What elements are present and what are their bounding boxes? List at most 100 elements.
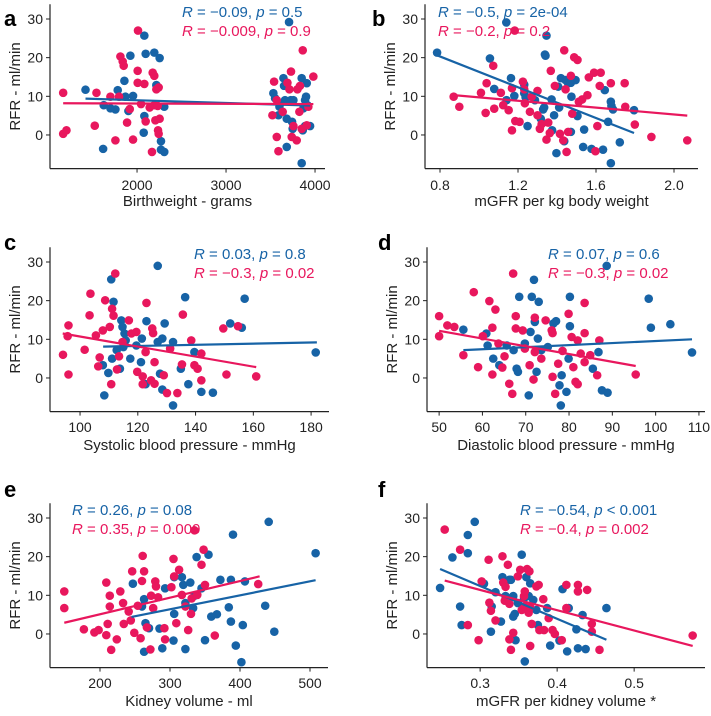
x-axis-label: Kidney volume - ml — [125, 693, 253, 710]
data-point-pink — [101, 578, 111, 587]
data-point-pink — [620, 78, 629, 88]
data-point-blue — [615, 138, 625, 147]
data-point-blue — [158, 334, 167, 343]
data-point-blue — [302, 78, 312, 88]
data-point-pink — [59, 603, 69, 613]
data-point-pink — [112, 365, 122, 374]
data-point-pink — [486, 606, 496, 616]
data-point-pink — [587, 619, 597, 629]
data-point-pink — [498, 363, 507, 372]
data-point-blue — [297, 158, 306, 168]
y-axis-label: RFR - ml/min — [384, 285, 401, 373]
data-point-blue — [226, 617, 236, 626]
data-point-pink — [513, 572, 523, 581]
data-point-pink — [155, 114, 164, 124]
y-tick-label: 0 — [35, 127, 43, 143]
data-point-blue — [160, 319, 169, 328]
stat-p-text: = 0.02 — [622, 265, 668, 282]
data-point-blue — [502, 18, 511, 27]
data-point-pink — [295, 81, 305, 91]
x-tick-label: 120 — [126, 419, 150, 435]
x-tick-label: 4000 — [299, 177, 330, 193]
data-point-pink — [98, 326, 108, 335]
data-point-blue — [644, 294, 654, 304]
stat-p-text: = 2e-04 — [512, 4, 567, 21]
data-point-pink — [488, 61, 498, 71]
data-point-pink — [562, 147, 571, 157]
regression-line-pink — [62, 332, 257, 369]
x-tick-label: 0.5 — [624, 675, 644, 691]
data-point-pink — [95, 353, 104, 362]
x-tick-label: 100 — [68, 419, 92, 435]
data-point-blue — [510, 609, 520, 619]
data-point-pink — [233, 321, 243, 331]
data-point-pink — [505, 635, 514, 644]
data-point-pink — [160, 623, 169, 633]
data-point-blue — [646, 323, 656, 333]
data-point-pink — [162, 388, 172, 398]
data-point-blue — [212, 609, 222, 619]
data-point-blue — [488, 354, 498, 363]
data-point-blue — [573, 643, 583, 653]
data-point-blue — [120, 76, 129, 86]
data-point-blue — [463, 530, 473, 540]
stat-p-text: = 0.08 — [146, 502, 192, 519]
data-point-pink — [485, 296, 494, 306]
x-axis-label: Systolic blood pressure - mmHg — [83, 437, 296, 454]
data-point-pink — [177, 360, 187, 369]
data-point-blue — [180, 292, 190, 302]
data-point-pink — [278, 107, 288, 117]
data-point-pink — [488, 370, 497, 379]
y-tick-label: 20 — [402, 50, 418, 66]
data-point-pink — [463, 620, 473, 630]
data-point-blue — [118, 322, 127, 332]
data-point-pink — [132, 327, 141, 337]
data-point-pink — [548, 372, 557, 382]
data-point-pink — [148, 603, 158, 613]
stat-r-text: = 0.03, — [205, 246, 260, 263]
data-point-pink — [541, 316, 550, 325]
data-point-blue — [581, 644, 590, 654]
data-point-pink — [566, 71, 576, 81]
stat-r: R — [72, 502, 83, 519]
data-point-pink — [150, 71, 159, 81]
regression-line-blue — [439, 568, 607, 641]
data-point-pink — [498, 100, 508, 110]
data-point-pink — [546, 66, 556, 76]
x-tick-label: 1.6 — [586, 177, 606, 193]
data-point-pink — [114, 352, 124, 361]
data-point-blue — [142, 316, 151, 326]
data-point-pink — [101, 630, 111, 640]
panel-label: d — [378, 230, 391, 255]
data-point-blue — [104, 368, 113, 378]
data-point-blue — [200, 635, 210, 645]
correlation-stat-pink: R = −0.3, p = 0.02 — [548, 265, 669, 282]
y-tick-label: 0 — [35, 370, 43, 386]
y-tick-label: 10 — [27, 587, 43, 603]
correlation-stat-pink: R = 0.35, p = 0.009 — [72, 521, 200, 538]
data-point-pink — [119, 619, 129, 629]
x-tick-label: 0.8 — [430, 177, 450, 193]
data-point-pink — [449, 92, 458, 101]
data-point-pink — [508, 269, 518, 278]
y-tick-label: 10 — [404, 587, 420, 603]
data-point-pink — [530, 313, 540, 322]
x-tick-label: 3000 — [210, 177, 241, 193]
data-point-pink — [127, 567, 137, 576]
data-point-blue — [240, 294, 249, 304]
y-tick-label: 30 — [402, 11, 418, 27]
data-point-blue — [459, 325, 468, 334]
data-point-blue — [603, 388, 612, 397]
correlation-stat-blue: R = 0.03, p = 0.8 — [194, 246, 306, 263]
x-tick-label: 140 — [184, 419, 208, 435]
data-point-blue — [528, 595, 538, 605]
data-point-pink — [567, 109, 577, 119]
data-point-blue — [270, 627, 279, 636]
data-point-pink — [557, 635, 567, 645]
stat-r: R — [548, 246, 559, 263]
data-point-pink — [537, 354, 546, 363]
data-point-pink — [197, 349, 206, 358]
y-axis-label: RFR - ml/min — [7, 541, 24, 629]
x-axis-label: mGFR per kg body weight — [474, 193, 649, 210]
stat-p-text: = 0.9 — [273, 23, 311, 40]
